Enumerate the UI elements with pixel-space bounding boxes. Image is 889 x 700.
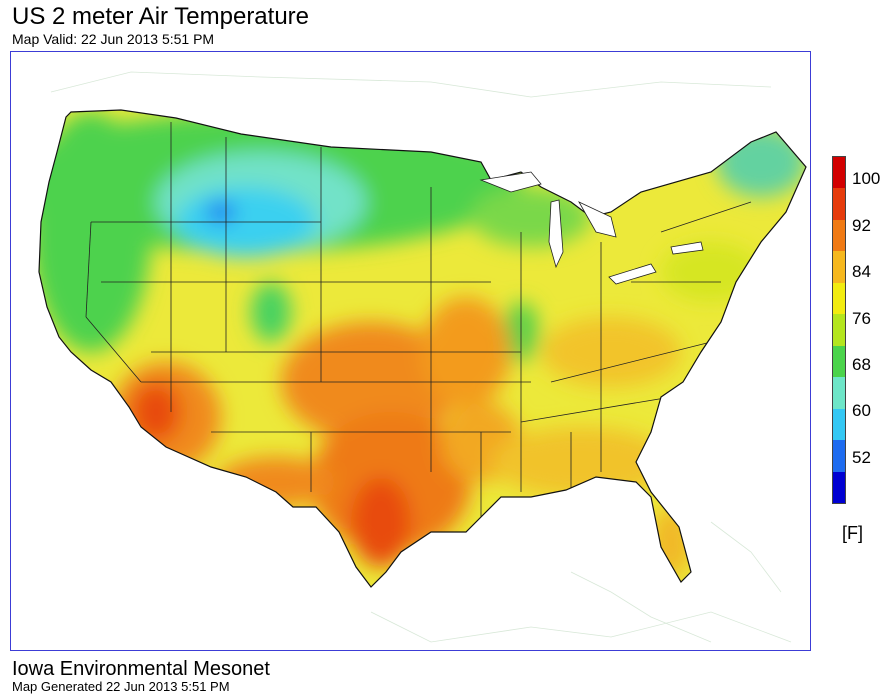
legend-label: 76 — [852, 309, 871, 328]
map-valid-time: Map Valid: 22 Jun 2013 5:51 PM — [12, 31, 215, 47]
legend-label: 60 — [852, 401, 871, 420]
color-segment — [833, 377, 845, 409]
color-segment — [833, 188, 845, 220]
footer-org: Iowa Environmental Mesonet — [12, 658, 270, 680]
legend-unit: [F] — [842, 523, 863, 543]
color-scale-bar — [832, 156, 846, 504]
us-outline — [38, 109, 807, 588]
legend-label: 68 — [852, 355, 871, 374]
map-title: US 2 meter Air Temperature — [12, 3, 310, 30]
background-contours — [50, 71, 792, 643]
legend-label: 84 — [852, 262, 871, 281]
color-segment — [833, 219, 845, 252]
great-lakes — [479, 171, 704, 285]
state-boundaries — [85, 122, 752, 522]
color-segment — [833, 251, 845, 283]
temperature-map — [10, 51, 811, 651]
temperature-field — [39, 110, 806, 587]
legend-label: 92 — [852, 216, 871, 235]
color-segment — [833, 157, 845, 189]
color-segment — [833, 345, 845, 378]
map-canvas — [38, 71, 807, 643]
color-segment — [833, 440, 845, 472]
legend-label: 100 — [852, 169, 881, 188]
color-segment — [833, 282, 845, 315]
legend-label: 52 — [852, 448, 871, 467]
color-segment — [833, 408, 845, 441]
color-segment — [833, 471, 845, 503]
color-segment — [833, 314, 845, 346]
footer-generated: Map Generated 22 Jun 2013 5:51 PM — [12, 679, 230, 694]
